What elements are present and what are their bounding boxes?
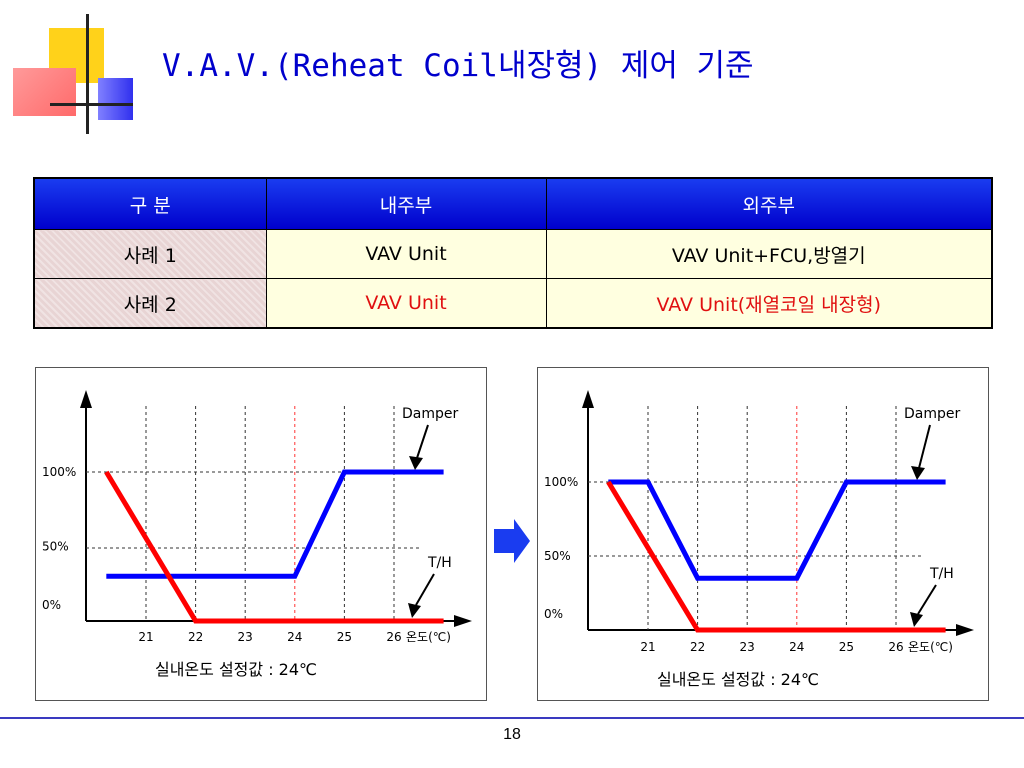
- chart-svg: 21 22 23 24 25 26 온도(℃) 100% 50% 0% Damper T/H 실내온도 …: [42, 390, 472, 679]
- table-cell: 사례 2: [33, 278, 267, 329]
- right-arrow-icon: [494, 519, 530, 563]
- x-axis-unit-label: 온도(℃): [908, 640, 953, 654]
- callout-line-damper: [416, 424, 429, 459]
- deco-horizontal-line: [50, 103, 133, 106]
- table-cell: VAV Unit+FCU,방열기: [545, 229, 993, 279]
- deco-vertical-line: [86, 14, 89, 134]
- chart-case-2: 21 22 23 24 25 26 온도(℃) 100% 50% 0% Damper T/H 실내온도 …: [537, 367, 989, 701]
- table-header-cell: 외주부: [545, 177, 993, 230]
- table-cell: 사례 1: [33, 229, 267, 279]
- chart-caption: 실내온도 설정값 : 24℃: [657, 670, 819, 689]
- legend-label-damper: Damper: [904, 406, 960, 422]
- table-cell: VAV Unit(재열코일 내장형): [545, 278, 993, 329]
- table-cell: VAV Unit: [265, 229, 547, 279]
- callout-line-th: [917, 584, 937, 615]
- callout-arrow-th: [910, 612, 923, 627]
- callout-line-damper: [918, 424, 931, 469]
- y-axis-arrow: [80, 390, 92, 408]
- legend-label-th: T/H: [427, 555, 452, 571]
- x-tick-label: 21: [640, 640, 655, 654]
- callout-line-th: [415, 573, 435, 606]
- x-axis-unit-label: 온도(℃): [406, 630, 451, 644]
- y-tick-label: 0%: [42, 598, 61, 612]
- y-tick-label: 50%: [544, 549, 571, 563]
- table-row: 사례 1 VAV Unit VAV Unit+FCU,방열기: [33, 229, 993, 279]
- footer-divider: [0, 717, 1024, 719]
- table-row: 사례 2 VAV Unit VAV Unit(재열코일 내장형): [33, 278, 993, 329]
- x-tick-label: 22: [690, 640, 705, 654]
- x-axis-arrow: [956, 624, 974, 636]
- series-line-damper: [608, 479, 946, 581]
- x-tick-label: 24: [287, 630, 302, 644]
- legend-label-damper: Damper: [402, 406, 458, 422]
- y-tick-label: 100%: [42, 465, 76, 479]
- page-number: 18: [503, 726, 521, 743]
- series-line-th: [606, 480, 946, 633]
- callout-arrow-damper: [409, 456, 423, 470]
- x-tick-label: 25: [337, 630, 352, 644]
- table-header-row: 구 분 내주부 외주부: [33, 177, 993, 230]
- table-header-cell: 구 분: [33, 177, 267, 230]
- series-line-th: [104, 470, 444, 624]
- chart-caption: 실내온도 설정값 : 24℃: [155, 660, 317, 679]
- x-tick-label: 21: [138, 630, 153, 644]
- y-tick-label: 50%: [42, 540, 69, 554]
- legend-label-th: T/H: [929, 566, 954, 582]
- y-axis-arrow: [582, 390, 594, 408]
- x-tick-label: 23: [238, 630, 253, 644]
- callout-arrow-damper: [911, 466, 925, 480]
- chart-svg: 21 22 23 24 25 26 온도(℃) 100% 50% 0% Damper T/H 실내온도 …: [544, 390, 974, 689]
- x-axis-arrow: [454, 615, 472, 627]
- x-tick-label: 24: [789, 640, 804, 654]
- table-cell: VAV Unit: [265, 278, 547, 329]
- page-title: V.A.V.(Reheat Coil내장형) 제어 기준: [162, 48, 754, 84]
- deco-blue-square: [98, 78, 133, 120]
- x-tick-label: 23: [740, 640, 755, 654]
- deco-red-square: [13, 68, 76, 116]
- x-tick-label: 26: [386, 630, 401, 644]
- chart-case-1: 21 22 23 24 25 26 온도(℃) 100% 50% 0% Damper T/H 실내온도 …: [35, 367, 487, 701]
- table-header-cell: 내주부: [265, 177, 547, 230]
- x-tick-label: 26: [888, 640, 903, 654]
- y-tick-label: 100%: [544, 475, 578, 489]
- series-line-damper: [106, 469, 444, 579]
- y-tick-label: 0%: [544, 607, 563, 621]
- case-table: 구 분 내주부 외주부 사례 1 VAV Unit VAV Unit+FCU,방…: [33, 177, 993, 329]
- x-tick-label: 25: [839, 640, 854, 654]
- x-tick-label: 22: [188, 630, 203, 644]
- callout-arrow-th: [408, 603, 421, 618]
